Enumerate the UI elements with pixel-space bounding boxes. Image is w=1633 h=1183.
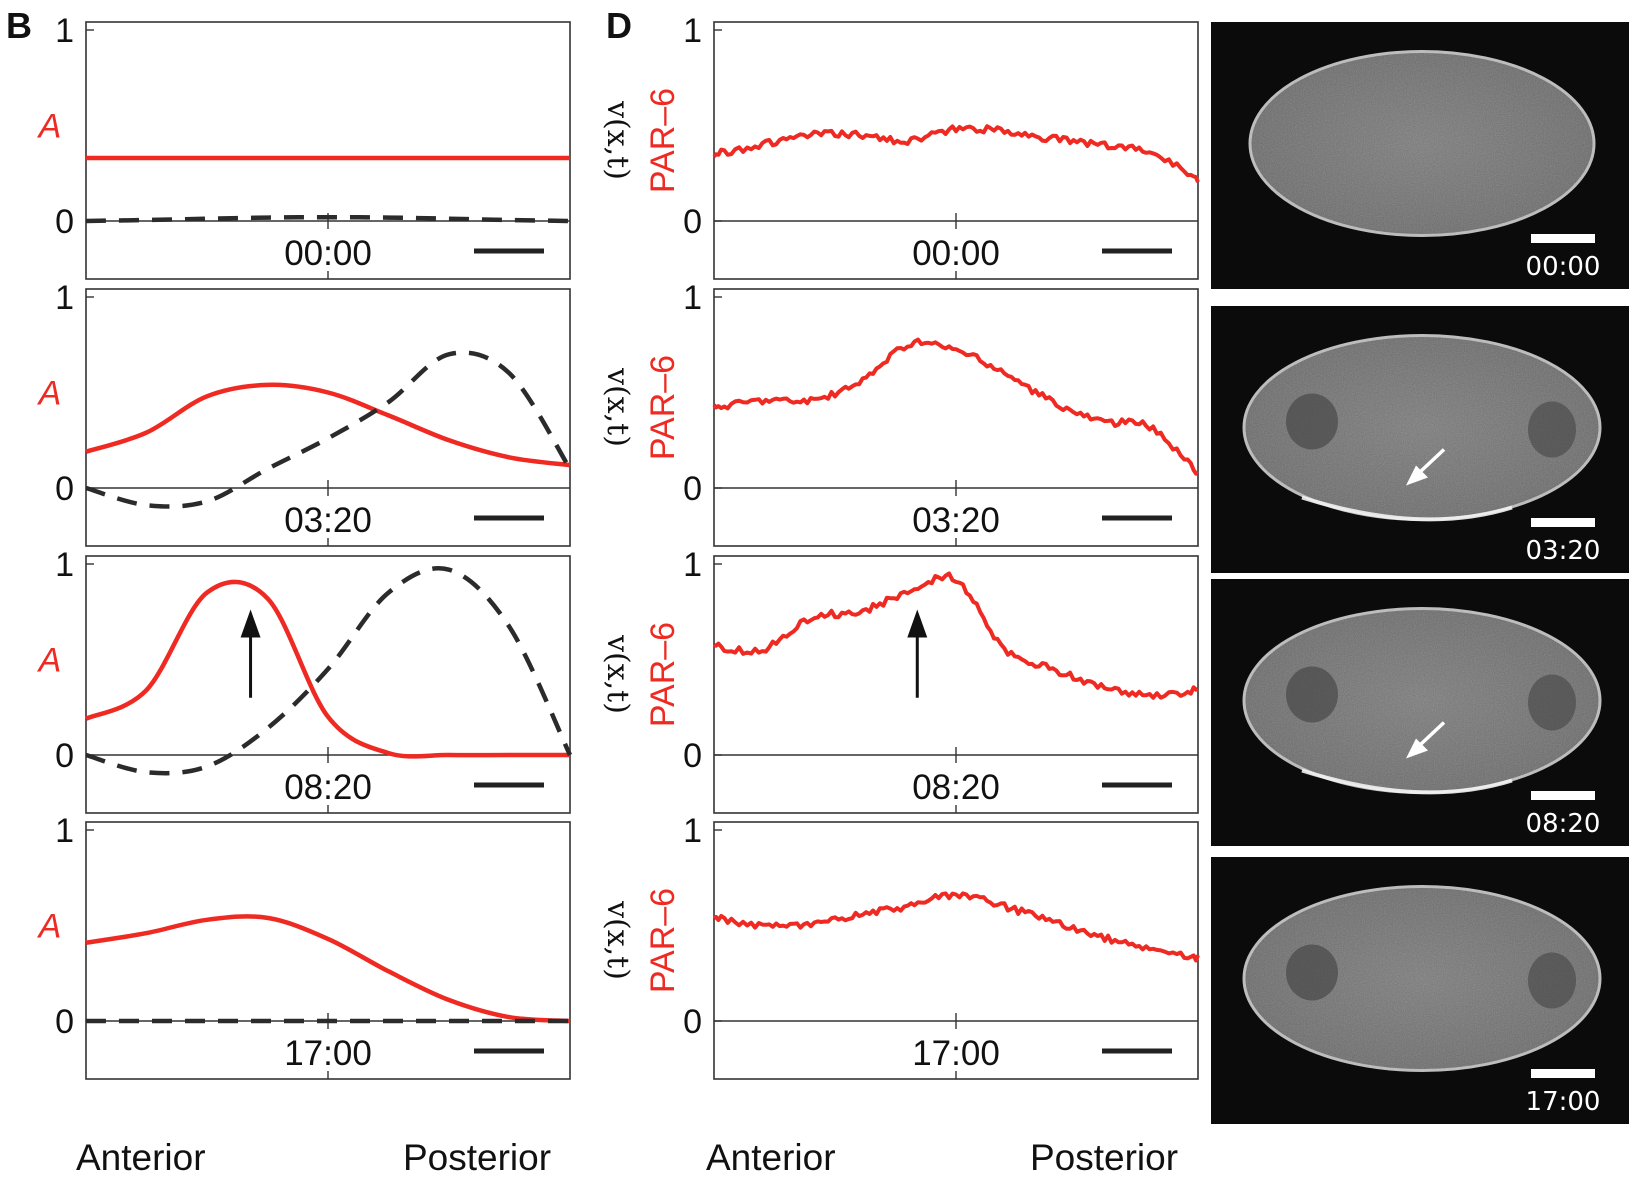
axes-frame: [713, 288, 1199, 547]
image-time-label: 03:20: [1526, 536, 1601, 566]
series-red-line: [712, 124, 1200, 183]
axes-frame: [85, 288, 571, 547]
panel-b-model-plots: 1 0 00:00 A v(x,t) 1 0 03:20 A v(x,t) 1 0 08:20 A v(x,…: [37, 12, 635, 1080]
nucleus-left: [1286, 944, 1338, 1001]
y-tick-label-1: 1: [55, 812, 74, 850]
embryo-texture: [1244, 335, 1600, 520]
embryo-texture: [1244, 608, 1600, 793]
time-label: 03:20: [284, 501, 372, 540]
time-label: 17:00: [912, 1034, 1000, 1073]
annotation-arrow-head: [240, 609, 261, 638]
nucleus-right: [1528, 674, 1576, 731]
panel-label-d: D: [606, 5, 632, 46]
y-label-v: v(x,t): [600, 900, 635, 980]
y-label-a: A: [37, 375, 62, 413]
axes-frame: [713, 555, 1199, 814]
y-label-v: v(x,t): [600, 100, 635, 180]
time-label: 00:00: [912, 234, 1000, 273]
x-label-posterior-b: Posterior: [403, 1137, 551, 1178]
y-tick-label-0: 0: [683, 1003, 702, 1041]
embryo-image-0000: 00:00: [1211, 22, 1629, 289]
y-label-v: v(x,t): [600, 367, 635, 447]
series-red-line: [85, 579, 570, 759]
y-tick-label-0: 0: [55, 737, 74, 775]
y-tick-label-1: 1: [55, 279, 74, 317]
nucleus-right: [1528, 952, 1576, 1009]
embryo-image-1700: 17:00: [1211, 857, 1629, 1124]
series-dashed-line: [85, 214, 571, 224]
x-label-anterior-d: Anterior: [706, 1137, 836, 1178]
y-label-a: A: [37, 642, 62, 680]
cortical-enrichment: [1301, 495, 1513, 522]
image-arrow-head: [1406, 465, 1428, 486]
axes-frame: [85, 821, 571, 1080]
y-label-par6: PAR–6: [644, 888, 682, 993]
series-red-line: [712, 891, 1200, 963]
y-tick-label-0: 0: [683, 470, 702, 508]
nucleus-left: [1286, 393, 1338, 450]
y-label-a: A: [37, 108, 62, 146]
y-tick-label-1: 1: [683, 546, 702, 584]
cortical-enrichment: [1301, 768, 1513, 795]
embryo-image-0320: 03:20: [1211, 306, 1629, 573]
time-label: 17:00: [284, 1034, 372, 1073]
plot-d-0000: 1 0 00:00 PAR–6: [644, 12, 1200, 280]
y-tick-label-1: 1: [683, 812, 702, 850]
axes-frame: [85, 21, 571, 280]
series-red-line: [713, 571, 1199, 700]
nucleus-left: [1286, 666, 1338, 723]
series-dashed-line: [85, 350, 572, 509]
series-dashed-line: [85, 566, 573, 776]
y-label-a: A: [37, 908, 62, 946]
x-label-anterior-b: Anterior: [76, 1137, 206, 1178]
annotation-arrow-head: [907, 609, 928, 638]
panel-d-data-plots: 1000:00PAR–61003:20PAR–61008:20PAR–61017…: [644, 12, 1200, 1080]
axes-frame: [713, 821, 1199, 1080]
y-tick-label-0: 0: [683, 203, 702, 241]
time-label: 00:00: [284, 234, 372, 273]
embryo-image-0820: 08:20: [1211, 579, 1629, 846]
y-tick-label-0: 0: [55, 1003, 74, 1041]
axes-frame: [713, 21, 1199, 280]
plot-b-0000: 1 0 00:00 A v(x,t): [37, 12, 635, 280]
plot-d-0820: 1 0 08:20 PAR–6: [644, 546, 1199, 814]
image-time-label: 17:00: [1526, 1087, 1601, 1117]
nucleus-right: [1528, 401, 1576, 458]
y-tick-label-1: 1: [683, 279, 702, 317]
y-tick-label-0: 0: [55, 203, 74, 241]
y-label-par6: PAR–6: [644, 622, 682, 727]
y-tick-label-1: 1: [55, 12, 74, 50]
plot-b-1700: 1 0 17:00 A v(x,t): [37, 812, 635, 1080]
series-red-line: [712, 337, 1199, 476]
image-arrow-head: [1406, 738, 1428, 759]
time-label: 03:20: [912, 501, 1000, 540]
y-tick-label-1: 1: [55, 546, 74, 584]
image-scale-bar: [1531, 791, 1595, 800]
y-label-v: v(x,t): [600, 634, 635, 714]
plot-d-0320: 1 0 03:20 PAR–6: [644, 279, 1199, 547]
image-time-label: 08:20: [1526, 809, 1601, 839]
y-tick-label-0: 0: [55, 470, 74, 508]
image-time-label: 00:00: [1526, 252, 1601, 282]
panel-d-embryo-images: 00:00 03:20 08:20 17:00: [1211, 22, 1629, 1124]
series-red-line: [85, 382, 571, 468]
embryo-texture: [1250, 51, 1594, 236]
panel-label-b: B: [6, 5, 32, 46]
time-label: 08:20: [912, 768, 1000, 807]
image-scale-bar: [1531, 518, 1595, 527]
y-label-par6: PAR–6: [644, 355, 682, 460]
time-label: 08:20: [284, 768, 372, 807]
x-label-posterior-d: Posterior: [1030, 1137, 1178, 1178]
plot-d-1700: 1 0 17:00 PAR–6: [644, 812, 1200, 1080]
series-red-line: [85, 914, 571, 1024]
image-scale-bar: [1531, 234, 1595, 243]
embryo-texture: [1244, 886, 1600, 1071]
plot-b-0320: 1 0 03:20 A v(x,t): [37, 279, 635, 547]
image-scale-bar: [1531, 1069, 1595, 1078]
y-label-par6: PAR–6: [644, 88, 682, 193]
plot-b-0820: 1 0 08:20 A v(x,t): [37, 546, 635, 814]
y-tick-label-0: 0: [683, 737, 702, 775]
y-tick-label-1: 1: [683, 12, 702, 50]
